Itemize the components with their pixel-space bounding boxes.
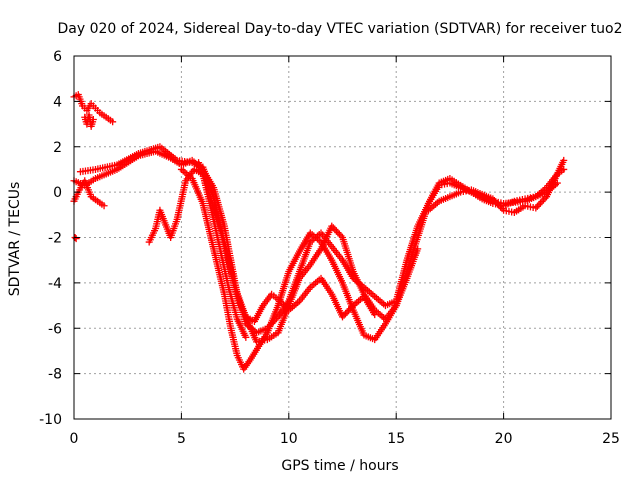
data-marker xyxy=(497,203,505,211)
data-marker xyxy=(493,200,501,208)
data-marker xyxy=(329,224,337,232)
data-point xyxy=(109,118,117,126)
data-point xyxy=(242,333,250,341)
data-marker xyxy=(334,229,342,237)
data-point xyxy=(339,313,346,321)
data-point xyxy=(560,156,568,164)
x-tick-label: 15 xyxy=(387,431,405,447)
data-point xyxy=(414,245,422,253)
data-points xyxy=(70,91,568,373)
data-point xyxy=(532,204,540,212)
y-tick-label: 4 xyxy=(53,94,62,110)
data-marker xyxy=(539,196,547,204)
data-point xyxy=(328,222,336,230)
data-marker xyxy=(335,230,343,238)
y-tick-label: -2 xyxy=(48,231,62,247)
data-point xyxy=(489,195,497,203)
data-point xyxy=(100,202,108,210)
data-marker xyxy=(492,198,500,206)
y-tick-label: -6 xyxy=(48,321,62,337)
data-marker xyxy=(533,202,541,210)
y-tick-label: 0 xyxy=(53,185,62,201)
axis-ticks: 0 5 10 15 20 25 -10 -8 -6 -4 -2 0 2 4 6 xyxy=(39,49,620,447)
x-tick-label: 20 xyxy=(495,431,513,447)
x-tick-label: 10 xyxy=(280,431,298,447)
data-marker xyxy=(348,303,356,311)
data-point xyxy=(89,116,97,124)
data-marker xyxy=(345,306,353,314)
data-marker xyxy=(346,305,354,313)
data-marker xyxy=(538,198,546,206)
x-axis-label: GPS time / hours xyxy=(281,458,398,474)
series-track-early-scatter xyxy=(81,111,97,130)
series-track-g xyxy=(424,156,568,217)
x-tick-label: 5 xyxy=(177,431,186,447)
y-tick-label: -4 xyxy=(48,276,62,292)
series-track-f xyxy=(70,177,108,210)
data-marker xyxy=(342,310,350,318)
data-marker xyxy=(498,205,506,213)
x-tick-label: 0 xyxy=(70,431,79,447)
y-tick-label: -8 xyxy=(48,367,62,383)
data-marker xyxy=(332,227,340,235)
series-track-c xyxy=(177,165,422,373)
y-tick-label: -10 xyxy=(39,412,62,428)
data-marker xyxy=(490,197,498,205)
y-tick-label: 6 xyxy=(53,49,62,65)
data-marker xyxy=(340,311,348,319)
chart-title: Day 020 of 2024, Sidereal Day-to-day VTE… xyxy=(57,21,622,37)
series-track-early-high xyxy=(70,91,117,126)
y-tick-label: 2 xyxy=(53,140,62,156)
data-marker xyxy=(536,199,544,207)
y-axis-label: SDTVAR / TECUs xyxy=(7,182,23,297)
data-marker xyxy=(535,201,543,209)
grid xyxy=(74,56,611,419)
data-marker xyxy=(495,201,503,209)
x-tick-label: 25 xyxy=(602,431,620,447)
data-point xyxy=(371,311,379,319)
series-track-e xyxy=(145,165,250,341)
data-marker xyxy=(343,308,351,316)
data-marker xyxy=(541,194,549,202)
data-marker xyxy=(331,225,339,233)
data-marker xyxy=(337,232,345,240)
